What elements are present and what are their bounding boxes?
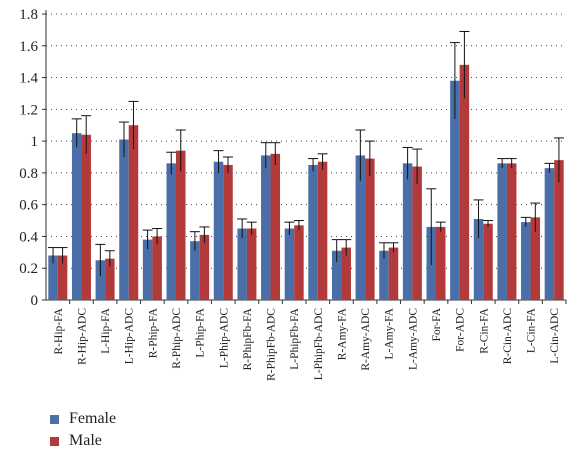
bar-female: [284, 228, 295, 300]
x-tick-label: R-Phip-FA: [147, 307, 159, 358]
bar-male: [506, 163, 517, 300]
x-tick-label: R-Phip-ADC: [171, 308, 183, 369]
bar-male: [246, 228, 257, 300]
bar-male: [317, 161, 328, 300]
bar-female: [355, 155, 366, 300]
bar-male: [436, 226, 446, 300]
x-tick-label: L-PhipFb-ADC: [313, 308, 325, 381]
bar-male: [105, 258, 115, 300]
bar-male: [459, 64, 470, 300]
x-tick-label: L-Cin-FA: [526, 307, 538, 353]
bar-male: [554, 160, 564, 300]
legend-label-female: Female: [69, 410, 117, 427]
bar-female: [308, 164, 318, 300]
legend-swatch-male: [50, 436, 59, 446]
bar-female: [473, 218, 484, 300]
legend-label-male: Male: [69, 432, 102, 449]
y-tick-label: 1: [31, 134, 39, 150]
bar-female: [379, 250, 389, 300]
x-tick-label: R-Hip-FA: [53, 307, 65, 354]
bar-male: [294, 225, 304, 300]
bar-male: [483, 223, 493, 300]
x-tick-label: L-Phip-ADC: [218, 308, 230, 368]
x-tick-label: R-Cin-ADC: [502, 308, 514, 365]
y-tick-label: 0.6: [19, 198, 38, 214]
bar-female: [497, 163, 507, 300]
legend-item-female: Female: [50, 408, 116, 430]
x-tick-label: L-Hip-FA: [100, 307, 112, 353]
x-tick-label: R-PhipFb-ADC: [266, 308, 278, 381]
bar-female: [213, 161, 224, 300]
bar-female: [237, 228, 247, 300]
bar-female: [166, 163, 176, 300]
x-tick-label: R-PhipFb-FA: [242, 307, 254, 370]
y-tick-label: 0.2: [19, 261, 38, 277]
bar-female: [331, 250, 342, 300]
x-tick-label: L-PhipFb-FA: [289, 307, 301, 369]
bar-male: [388, 247, 399, 300]
x-tick-label: R-Amy-FA: [336, 307, 348, 360]
bar-female: [48, 255, 58, 300]
x-tick-label: L-Hip-ADC: [124, 308, 136, 365]
bar-female: [95, 260, 106, 300]
x-tick-label: L-Amy-ADC: [407, 308, 419, 370]
x-tick-label: L-Phip-FA: [195, 307, 207, 357]
bar-male: [341, 247, 351, 300]
bar-male: [530, 217, 541, 300]
bar-female: [450, 80, 460, 300]
y-tick-label: 1.8: [19, 7, 38, 23]
bar-female: [402, 163, 413, 300]
bar-male: [412, 166, 422, 300]
legend-swatch-female: [50, 414, 59, 424]
x-tick-label: R-Hip-ADC: [76, 308, 88, 365]
bar-female: [521, 222, 531, 300]
x-tick-label: For-ADC: [455, 308, 467, 352]
bar-female: [71, 133, 82, 300]
bar-male: [270, 153, 281, 300]
x-tick-label: For-FA: [431, 307, 443, 341]
legend-item-male: Male: [50, 430, 116, 452]
legend: Female Male: [50, 408, 116, 452]
bar-male: [81, 134, 91, 300]
bar-male: [223, 164, 233, 300]
bar-male: [152, 236, 162, 300]
y-tick-label: 0.4: [19, 229, 38, 245]
bar-female: [142, 239, 153, 300]
bar-female: [261, 155, 271, 300]
x-tick-label: L-Cin-ADC: [549, 308, 561, 364]
y-tick-label: 0.8: [19, 166, 38, 182]
x-tick-label: L-Amy-FA: [384, 307, 396, 359]
bar-male: [57, 255, 68, 300]
bar-female: [544, 168, 555, 300]
x-tick-label: R-Cin-FA: [478, 307, 490, 353]
bar-female: [190, 241, 200, 300]
y-tick-label: 0: [31, 293, 39, 309]
x-tick-label: R-Amy-ADC: [360, 308, 372, 371]
bar-male: [199, 234, 210, 300]
bar-chart: 0 0.2 0.4 0.6 0.8 1 1.2 1.4 1.6 1.8 R-Hip-FA R-Hip-…: [19, 7, 567, 381]
y-tick-label: 1.2: [19, 102, 38, 118]
bar-male: [176, 150, 186, 300]
bar-male: [365, 158, 375, 300]
y-tick-label: 1.4: [19, 71, 38, 87]
bar-male: [128, 125, 139, 300]
y-tick-label: 1.6: [19, 39, 38, 55]
bar-female: [119, 139, 129, 300]
